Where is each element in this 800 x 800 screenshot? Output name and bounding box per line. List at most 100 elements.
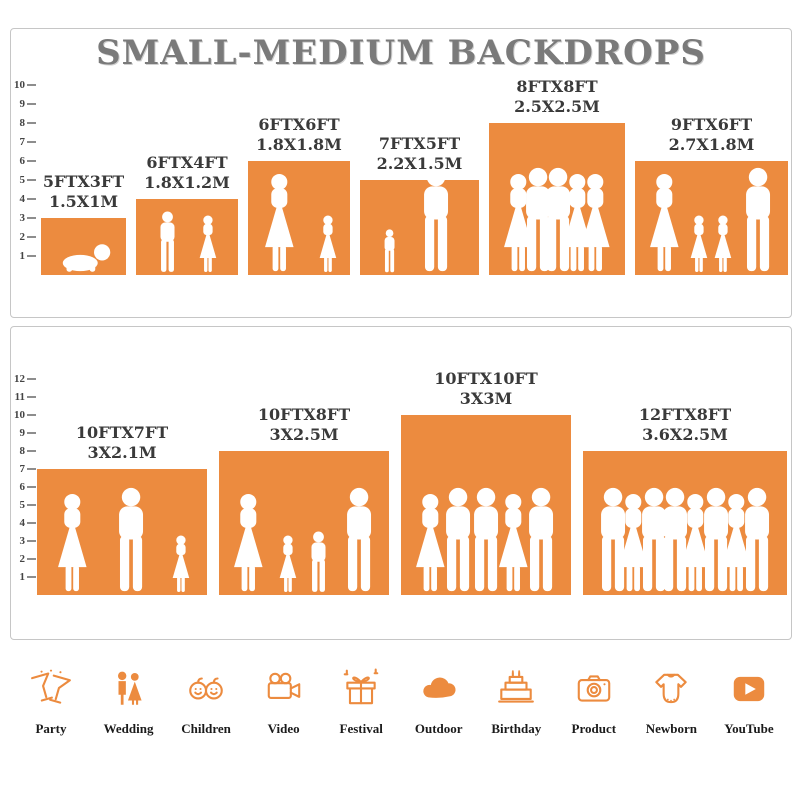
poster-title: SMALL-MEDIUM BACKDROPS [96, 33, 706, 73]
girl-silhouette [195, 215, 221, 273]
girl-silhouette [710, 215, 736, 273]
baby-silhouette [54, 243, 113, 273]
backdrop-size-label: 6FTX6FT 1.8X1.8M [209, 115, 389, 155]
category-item-newborn: Newborn [634, 668, 708, 737]
backdrop-rect [248, 161, 350, 275]
backdrop-size-ft: 10FTX7FT [75, 423, 169, 442]
backdrop-area-small: 5FTX3FT 1.5X1M 6FTX4FT 1.8X1.2M 6FTX6FT 1.8X1… [11, 29, 791, 317]
category-label: Newborn [645, 721, 698, 736]
category-label: Outdoor [414, 721, 463, 736]
backdrop-size-ft: 12FTX8FT [638, 405, 732, 424]
backdrop-size-label: 10FTX7FT 3X2.1M [32, 423, 212, 463]
man-silhouette [652, 487, 698, 593]
backdrop-size-label: 8FTX8FT 2.5X2.5M [467, 77, 647, 117]
backdrop-size-m: 1.8X1.8M [256, 135, 342, 154]
category-label: Party [35, 721, 67, 736]
woman-silhouette [496, 173, 541, 273]
category-label: Product [571, 721, 617, 736]
outdoor-icon [418, 668, 460, 710]
man-silhouette [693, 487, 739, 593]
backdrop-size-ft: 8FTX8FT [516, 77, 598, 96]
backdrop-size-ft: 6FTX6FT [258, 115, 340, 134]
backdrop-size-label: 9FTX6FT 2.7X1.8M [622, 115, 800, 155]
panel-medium-backdrops: 1 2 3 4 5 6 7 8 9 10 11 12 10FTX7FT 3X2.1M 10FTX8FT 3X… [10, 326, 792, 640]
woman-silhouette [257, 173, 302, 273]
man-silhouette [518, 487, 564, 593]
backdrop-size-label: 5FTX3FT 1.5X1M [0, 172, 174, 212]
category-row: Party Wedding Children Video Festival Outdoor… [14, 668, 786, 737]
man-silhouette [590, 487, 636, 593]
birthday-icon [495, 668, 537, 710]
festival-icon [340, 668, 382, 710]
girl-silhouette [315, 215, 341, 273]
backdrop-rect [401, 415, 571, 595]
backdrop-size-m: 2.5X2.5M [514, 97, 600, 116]
backdrop-size-label: 6FTX4FT 1.8X1.2M [97, 153, 277, 193]
boy-silhouette [154, 211, 181, 273]
panel-small-backdrops: SMALL-MEDIUM BACKDROPS 1 2 3 4 5 6 7 8 9 10 5FTX3… [10, 28, 792, 318]
man-silhouette [435, 487, 481, 593]
backdrop-size-m: 1.8X1.2M [144, 173, 230, 192]
backdrop-size-m: 2.7X1.8M [668, 135, 755, 154]
category-item-youtube: YouTube [712, 668, 786, 737]
category-label: YouTube [724, 721, 774, 736]
backdrop-rect [360, 167, 479, 275]
category-item-product: Product [557, 668, 631, 737]
girl-silhouette [686, 215, 712, 273]
backdrop-size-label: 10FTX10FT 3X3M [396, 369, 576, 409]
woman-silhouette [226, 493, 271, 593]
backdrop-size-m: 3X2.1M [87, 443, 157, 462]
video-icon [263, 668, 305, 710]
backdrop-rect [583, 451, 787, 595]
party-icon [30, 668, 72, 710]
backdrop-size-label: 10FTX8FT 3X2.5M [214, 405, 394, 445]
man-silhouette [413, 167, 459, 273]
woman-silhouette [50, 493, 95, 593]
boy-silhouette [305, 531, 332, 593]
category-label: Children [181, 721, 231, 736]
product-icon [573, 668, 615, 710]
backdrop-size-m: 1.5X1M [48, 192, 119, 211]
category-item-birthday: Birthday [479, 668, 553, 737]
backdrop-size-ft: 6FTX4FT [146, 153, 228, 172]
category-item-video: Video [247, 668, 321, 737]
backdrop-size-label: 7FTX5FT 2.2X1.5M [330, 134, 510, 174]
woman-silhouette [573, 173, 618, 273]
man-silhouette [336, 487, 382, 593]
backdrop-size-ft: 10FTX10FT [434, 369, 538, 388]
toddler-silhouette [380, 229, 399, 273]
backdrop-rect [219, 451, 389, 595]
newborn-icon [650, 668, 692, 710]
category-item-party: Party [14, 668, 88, 737]
backdrop-size-ft: 7FTX5FT [378, 134, 461, 153]
woman-silhouette [673, 493, 718, 593]
backdrop-rect [635, 161, 788, 275]
man-silhouette [734, 487, 780, 593]
backdrop-size-ft: 9FTX6FT [670, 115, 753, 134]
backdrop-area-medium: 10FTX7FT 3X2.1M 10FTX8FT 3X2.5M 10FTX10FT 3X3… [11, 327, 791, 639]
backdrop-size-m: 2.2X1.5M [376, 154, 463, 173]
man-silhouette [631, 487, 677, 593]
backdrop-size-label: 12FTX8FT 3.6X2.5M [595, 405, 775, 445]
category-label: Wedding [103, 721, 154, 736]
category-item-festival: Festival [324, 668, 398, 737]
backdrop-size-m: 3.6X2.5M [642, 425, 728, 444]
backdrop-size-m: 3X3M [459, 389, 513, 408]
man-silhouette [108, 487, 154, 593]
man-silhouette [735, 167, 781, 273]
woman-silhouette [555, 173, 600, 273]
backdrop-rect [41, 218, 126, 275]
woman-silhouette [714, 493, 759, 593]
category-label: Festival [339, 721, 383, 736]
woman-silhouette [491, 493, 536, 593]
girl-silhouette [275, 535, 301, 593]
woman-silhouette [408, 493, 453, 593]
woman-silhouette [642, 173, 687, 273]
man-silhouette [515, 167, 561, 273]
woman-silhouette [611, 493, 656, 593]
man-silhouette [463, 487, 509, 593]
backdrop-size-m: 3X2.5M [269, 425, 339, 444]
category-item-outdoor: Outdoor [402, 668, 476, 737]
children-icon [185, 668, 227, 710]
